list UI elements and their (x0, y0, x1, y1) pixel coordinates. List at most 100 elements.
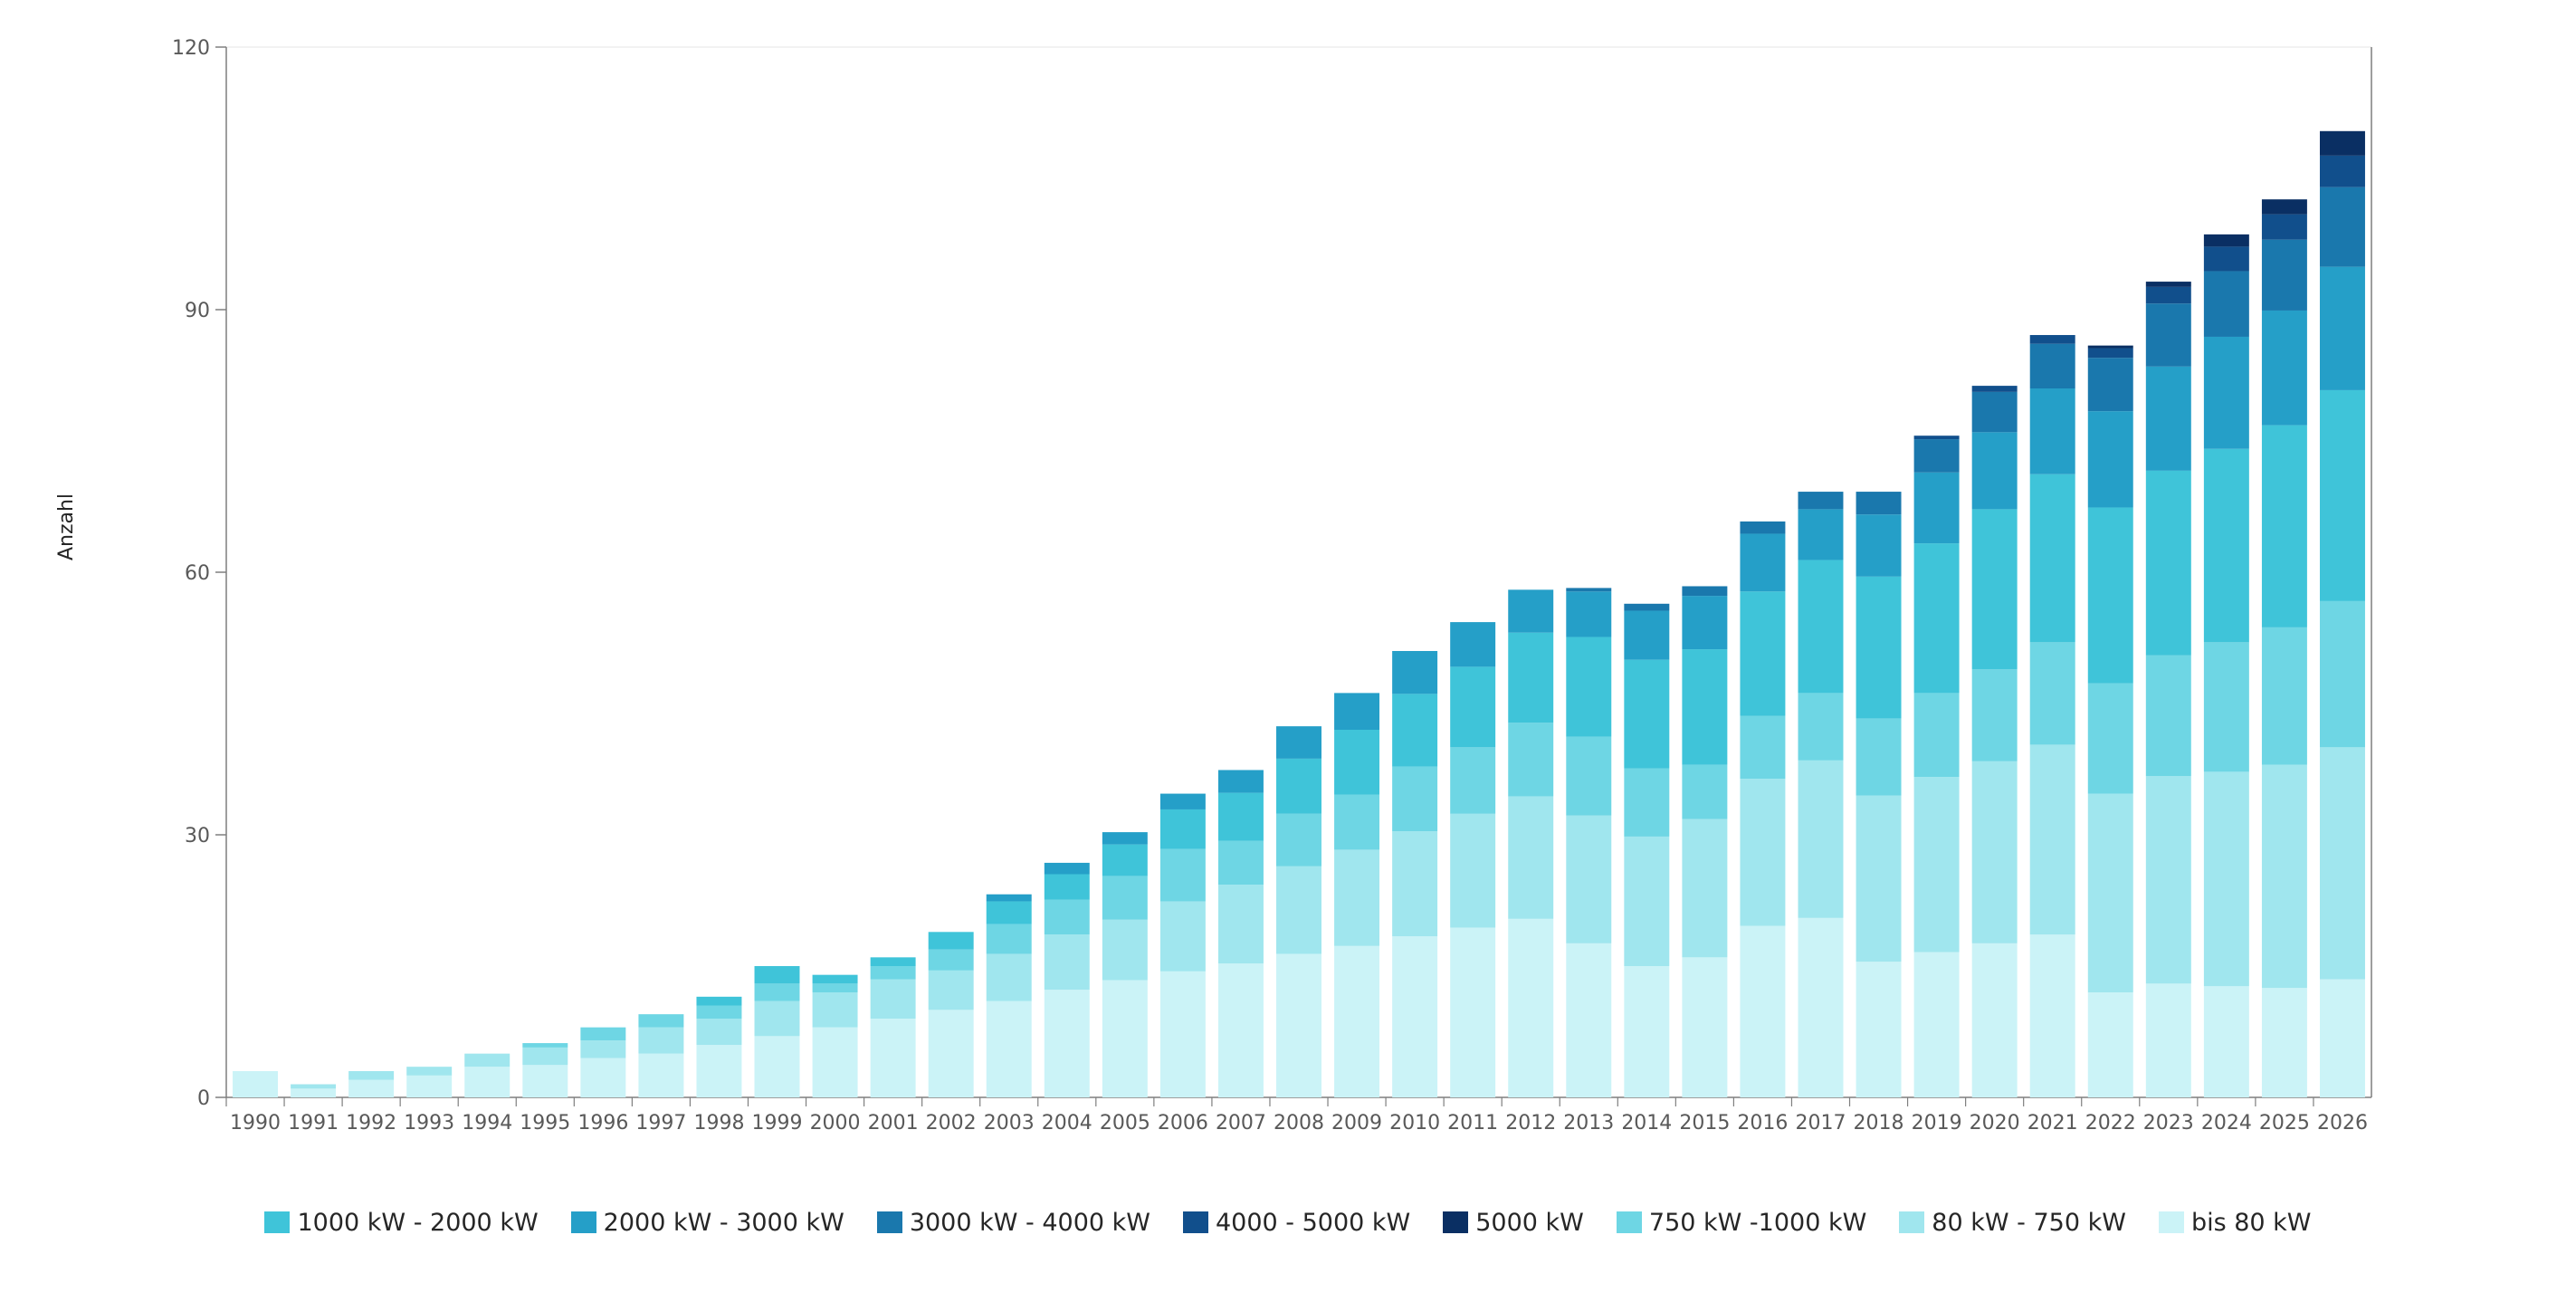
bar-segment-2005-2000-kw-3000-kw[interactable] (1102, 832, 1148, 845)
bar-segment-2001-750-kw-1000-kw[interactable] (870, 966, 916, 980)
bar-segment-2002-750-kw-1000-kw[interactable] (928, 949, 974, 971)
bar-segment-2014-2000-kw-3000-kw[interactable] (1624, 610, 1670, 660)
bar-segment-2023-1000-kw-2000-kw[interactable] (2145, 470, 2191, 656)
bar-segment-2023-3000-kw-4000-kw[interactable] (2145, 303, 2191, 367)
bar-segment-2026-bis-80-kw[interactable] (2319, 979, 2365, 1098)
bar-segment-2019-750-kw-1000-kw[interactable] (1913, 693, 1960, 778)
bar-segment-1997-bis-80-kw[interactable] (638, 1053, 684, 1097)
bar-segment-2010-2000-kw-3000-kw[interactable] (1392, 651, 1438, 694)
bar-segment-2019-80-kw-750-kw[interactable] (1913, 777, 1960, 953)
bar-segment-2022-4000-5000-kw[interactable] (2087, 348, 2133, 359)
bar-segment-1999-80-kw-750-kw[interactable] (754, 1000, 800, 1037)
bar-segment-2010-1000-kw-2000-kw[interactable] (1392, 694, 1438, 767)
bar-segment-2016-80-kw-750-kw[interactable] (1740, 779, 1786, 926)
bar-segment-1995-750-kw-1000-kw[interactable] (522, 1043, 568, 1048)
bar-segment-1999-1000-kw-2000-kw[interactable] (754, 966, 800, 984)
bar-segment-2000-750-kw-1000-kw[interactable] (812, 983, 858, 992)
bar-segment-2018-bis-80-kw[interactable] (1856, 962, 1902, 1097)
legend-item[interactable]: 80 kW - 750 kW (1899, 1209, 2126, 1237)
bar-segment-2019-bis-80-kw[interactable] (1913, 952, 1960, 1097)
bar-segment-2009-2000-kw-3000-kw[interactable] (1334, 693, 1380, 730)
bar-segment-2025-750-kw-1000-kw[interactable] (2261, 627, 2307, 765)
bar-segment-2013-2000-kw-3000-kw[interactable] (1566, 591, 1612, 637)
bar-segment-2007-750-kw-1000-kw[interactable] (1217, 840, 1264, 886)
bar-segment-2018-3000-kw-4000-kw[interactable] (1856, 492, 1902, 515)
bar-segment-2002-80-kw-750-kw[interactable] (928, 970, 974, 1010)
bar-segment-2004-750-kw-1000-kw[interactable] (1044, 899, 1090, 935)
bar-segment-1994-bis-80-kw[interactable] (464, 1067, 510, 1097)
bar-segment-2010-bis-80-kw[interactable] (1392, 936, 1438, 1097)
bar-segment-2024-bis-80-kw[interactable] (2203, 986, 2249, 1097)
bar-segment-2023-80-kw-750-kw[interactable] (2145, 776, 2191, 984)
bar-segment-2013-bis-80-kw[interactable] (1566, 943, 1612, 1097)
bar-segment-2024-80-kw-750-kw[interactable] (2203, 771, 2249, 987)
bar-segment-2006-1000-kw-2000-kw[interactable] (1159, 809, 1206, 849)
bar-segment-2011-bis-80-kw[interactable] (1450, 927, 1496, 1097)
bar-segment-2004-80-kw-750-kw[interactable] (1044, 934, 1090, 991)
bar-segment-2010-80-kw-750-kw[interactable] (1392, 831, 1438, 937)
bar-segment-2019-3000-kw-4000-kw[interactable] (1913, 439, 1960, 473)
bar-segment-2021-3000-kw-4000-kw[interactable] (2029, 343, 2075, 388)
bar-segment-2016-2000-kw-3000-kw[interactable] (1740, 533, 1786, 592)
bar-segment-2018-80-kw-750-kw[interactable] (1856, 795, 1902, 962)
bar-segment-1992-bis-80-kw[interactable] (348, 1079, 395, 1097)
bar-segment-2022-1000-kw-2000-kw[interactable] (2087, 507, 2133, 684)
bar-segment-2015-1000-kw-2000-kw[interactable] (1682, 649, 1728, 765)
bar-segment-2016-bis-80-kw[interactable] (1740, 925, 1786, 1097)
bar-segment-2022-5000-kw[interactable] (2087, 345, 2133, 349)
bar-segment-2024-750-kw-1000-kw[interactable] (2203, 642, 2249, 772)
bar-segment-2001-bis-80-kw[interactable] (870, 1019, 916, 1097)
bar-segment-1991-bis-80-kw[interactable] (291, 1088, 337, 1097)
bar-segment-2018-750-kw-1000-kw[interactable] (1856, 718, 1902, 796)
bar-segment-2020-80-kw-750-kw[interactable] (1971, 761, 2018, 943)
legend-item[interactable]: 2000 kW - 3000 kW (570, 1209, 844, 1237)
bar-segment-2021-4000-5000-kw[interactable] (2029, 335, 2075, 344)
bar-segment-2009-bis-80-kw[interactable] (1334, 945, 1380, 1097)
bar-segment-2005-1000-kw-2000-kw[interactable] (1102, 844, 1148, 876)
bar-segment-2015-750-kw-1000-kw[interactable] (1682, 764, 1728, 819)
legend-item[interactable]: bis 80 kW (2158, 1209, 2312, 1237)
bar-segment-1998-750-kw-1000-kw[interactable] (696, 1005, 742, 1020)
bar-segment-2014-80-kw-750-kw[interactable] (1624, 836, 1670, 966)
bar-segment-2009-1000-kw-2000-kw[interactable] (1334, 730, 1380, 795)
bar-segment-1997-80-kw-750-kw[interactable] (638, 1027, 684, 1054)
bar-segment-2000-1000-kw-2000-kw[interactable] (812, 974, 858, 984)
bar-segment-2021-2000-kw-3000-kw[interactable] (2029, 388, 2075, 474)
bar-segment-2025-2000-kw-3000-kw[interactable] (2261, 310, 2307, 426)
bar-segment-2014-3000-kw-4000-kw[interactable] (1624, 603, 1670, 611)
bar-segment-1996-80-kw-750-kw[interactable] (580, 1040, 626, 1058)
bar-segment-2005-bis-80-kw[interactable] (1102, 980, 1148, 1097)
bar-segment-2014-bis-80-kw[interactable] (1624, 966, 1670, 1097)
bar-segment-2008-2000-kw-3000-kw[interactable] (1276, 726, 1321, 759)
bar-segment-2022-80-kw-750-kw[interactable] (2087, 793, 2133, 992)
bar-segment-2003-80-kw-750-kw[interactable] (986, 953, 1032, 1001)
bar-segment-2016-3000-kw-4000-kw[interactable] (1740, 521, 1786, 534)
bar-segment-1991-80-kw-750-kw[interactable] (291, 1084, 337, 1089)
bar-segment-2015-2000-kw-3000-kw[interactable] (1682, 596, 1728, 650)
legend-item[interactable]: 5000 kW (1443, 1209, 1584, 1237)
bar-segment-2014-750-kw-1000-kw[interactable] (1624, 768, 1670, 837)
bar-segment-2003-2000-kw-3000-kw[interactable] (986, 894, 1032, 902)
bar-segment-2015-80-kw-750-kw[interactable] (1682, 819, 1728, 958)
bar-segment-2001-80-kw-750-kw[interactable] (870, 979, 916, 1020)
bar-segment-2009-750-kw-1000-kw[interactable] (1334, 794, 1380, 850)
bar-segment-2024-1000-kw-2000-kw[interactable] (2203, 448, 2249, 643)
bar-segment-2002-1000-kw-2000-kw[interactable] (928, 932, 974, 950)
legend-item[interactable]: 1000 kW - 2000 kW (264, 1209, 539, 1237)
bar-segment-1990-bis-80-kw[interactable] (233, 1071, 279, 1097)
bar-segment-2022-2000-kw-3000-kw[interactable] (2087, 411, 2133, 508)
bar-segment-2025-1000-kw-2000-kw[interactable] (2261, 425, 2307, 627)
bar-segment-2012-1000-kw-2000-kw[interactable] (1508, 632, 1554, 723)
bar-segment-2000-bis-80-kw[interactable] (812, 1027, 858, 1097)
bar-segment-2004-2000-kw-3000-kw[interactable] (1044, 862, 1090, 875)
bar-segment-2013-1000-kw-2000-kw[interactable] (1566, 637, 1612, 737)
bar-segment-2012-750-kw-1000-kw[interactable] (1508, 723, 1554, 797)
bar-segment-2014-1000-kw-2000-kw[interactable] (1624, 659, 1670, 769)
bar-segment-2006-80-kw-750-kw[interactable] (1159, 901, 1206, 972)
bar-segment-2020-4000-5000-kw[interactable] (1971, 386, 2018, 392)
bar-segment-2003-750-kw-1000-kw[interactable] (986, 924, 1032, 954)
bar-segment-1996-bis-80-kw[interactable] (580, 1058, 626, 1098)
bar-segment-2026-750-kw-1000-kw[interactable] (2319, 600, 2365, 748)
bar-segment-2002-bis-80-kw[interactable] (928, 1010, 974, 1097)
bar-segment-2013-80-kw-750-kw[interactable] (1566, 815, 1612, 943)
